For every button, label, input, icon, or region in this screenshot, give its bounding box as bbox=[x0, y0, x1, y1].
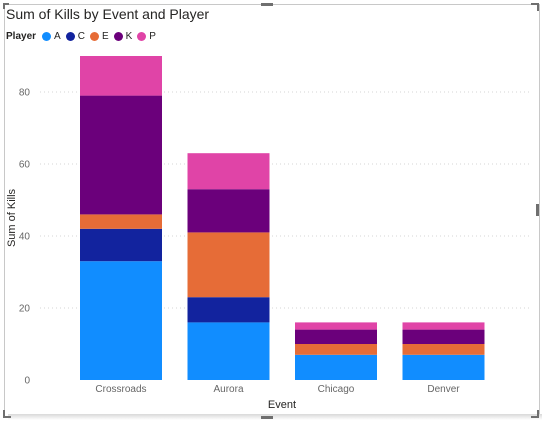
bar-segment-chicago-e[interactable] bbox=[295, 344, 377, 355]
legend-label: C bbox=[77, 30, 85, 42]
legend-label: K bbox=[125, 30, 133, 42]
legend-label: P bbox=[149, 30, 156, 42]
bar-segment-crossroads-k[interactable] bbox=[80, 95, 162, 215]
x-axis-title: Event bbox=[268, 399, 296, 411]
resize-handle-bottom-right[interactable] bbox=[531, 416, 539, 418]
resize-handle-bottom-right[interactable] bbox=[537, 410, 539, 418]
x-tick-label: Chicago bbox=[318, 384, 355, 395]
legend-swatch bbox=[42, 31, 52, 41]
legend-swatch bbox=[89, 31, 99, 41]
y-axis-title: Sum of Kills bbox=[6, 188, 18, 247]
y-tick-label: 0 bbox=[24, 376, 30, 387]
resize-handle-bottom-left[interactable] bbox=[3, 410, 5, 418]
legend-item-a[interactable]: A bbox=[42, 31, 61, 42]
chart-title: Sum of Kills by Event and Player bbox=[6, 6, 210, 22]
bar-segment-aurora-e[interactable] bbox=[187, 232, 270, 298]
y-tick-label: 80 bbox=[19, 88, 31, 99]
legend-item-k[interactable]: K bbox=[113, 30, 133, 42]
x-tick-label: Denver bbox=[427, 384, 460, 395]
visual-shadow bbox=[8, 414, 542, 420]
bar-segment-crossroads-e[interactable] bbox=[80, 214, 162, 229]
legend: Player A C E K P bbox=[6, 29, 161, 43]
resize-handle-top-right[interactable] bbox=[537, 3, 539, 11]
legend-swatch bbox=[113, 31, 123, 41]
bar-segment-aurora-a[interactable] bbox=[187, 322, 270, 380]
resize-handle-top-left[interactable] bbox=[3, 3, 5, 9]
resize-handle-top-right[interactable] bbox=[531, 3, 539, 5]
resize-handle-top[interactable] bbox=[261, 3, 273, 6]
legend-label: A bbox=[54, 30, 61, 42]
bar-segment-aurora-c[interactable] bbox=[187, 297, 270, 323]
resize-handle-right[interactable] bbox=[536, 204, 539, 216]
y-tick-label: 20 bbox=[19, 304, 31, 315]
bar-segment-chicago-k[interactable] bbox=[295, 329, 377, 344]
legend-title: Player bbox=[6, 30, 37, 42]
bar-segment-crossroads-c[interactable] bbox=[80, 228, 162, 262]
resize-handle-bottom[interactable] bbox=[261, 416, 273, 419]
x-tick-label: Aurora bbox=[213, 384, 243, 395]
bar-segment-denver-k[interactable] bbox=[402, 329, 485, 344]
y-tick-label: 60 bbox=[19, 160, 31, 171]
resize-handle-top-left[interactable] bbox=[3, 3, 9, 5]
resize-handle-bottom-left[interactable] bbox=[3, 416, 11, 418]
bar-segment-crossroads-a[interactable] bbox=[80, 261, 162, 380]
legend-swatch bbox=[137, 31, 147, 41]
bar-segment-aurora-p[interactable] bbox=[187, 153, 270, 190]
bar-segment-chicago-p[interactable] bbox=[295, 322, 377, 330]
bar-segment-crossroads-p[interactable] bbox=[80, 56, 162, 96]
x-tick-label: Crossroads bbox=[95, 384, 146, 395]
legend-item-p[interactable]: P bbox=[137, 31, 156, 42]
y-tick-label: 40 bbox=[19, 232, 31, 243]
legend-swatch bbox=[65, 31, 75, 41]
bar-segment-denver-p[interactable] bbox=[402, 322, 485, 330]
bar-segment-aurora-k[interactable] bbox=[187, 189, 270, 233]
legend-label: E bbox=[101, 30, 109, 42]
bar-segment-chicago-a[interactable] bbox=[295, 354, 377, 380]
bar-segment-denver-e[interactable] bbox=[402, 344, 485, 355]
bar-segment-denver-a[interactable] bbox=[402, 354, 485, 380]
legend-item-e[interactable]: E bbox=[89, 30, 109, 42]
legend-item-c[interactable]: C bbox=[65, 30, 85, 42]
